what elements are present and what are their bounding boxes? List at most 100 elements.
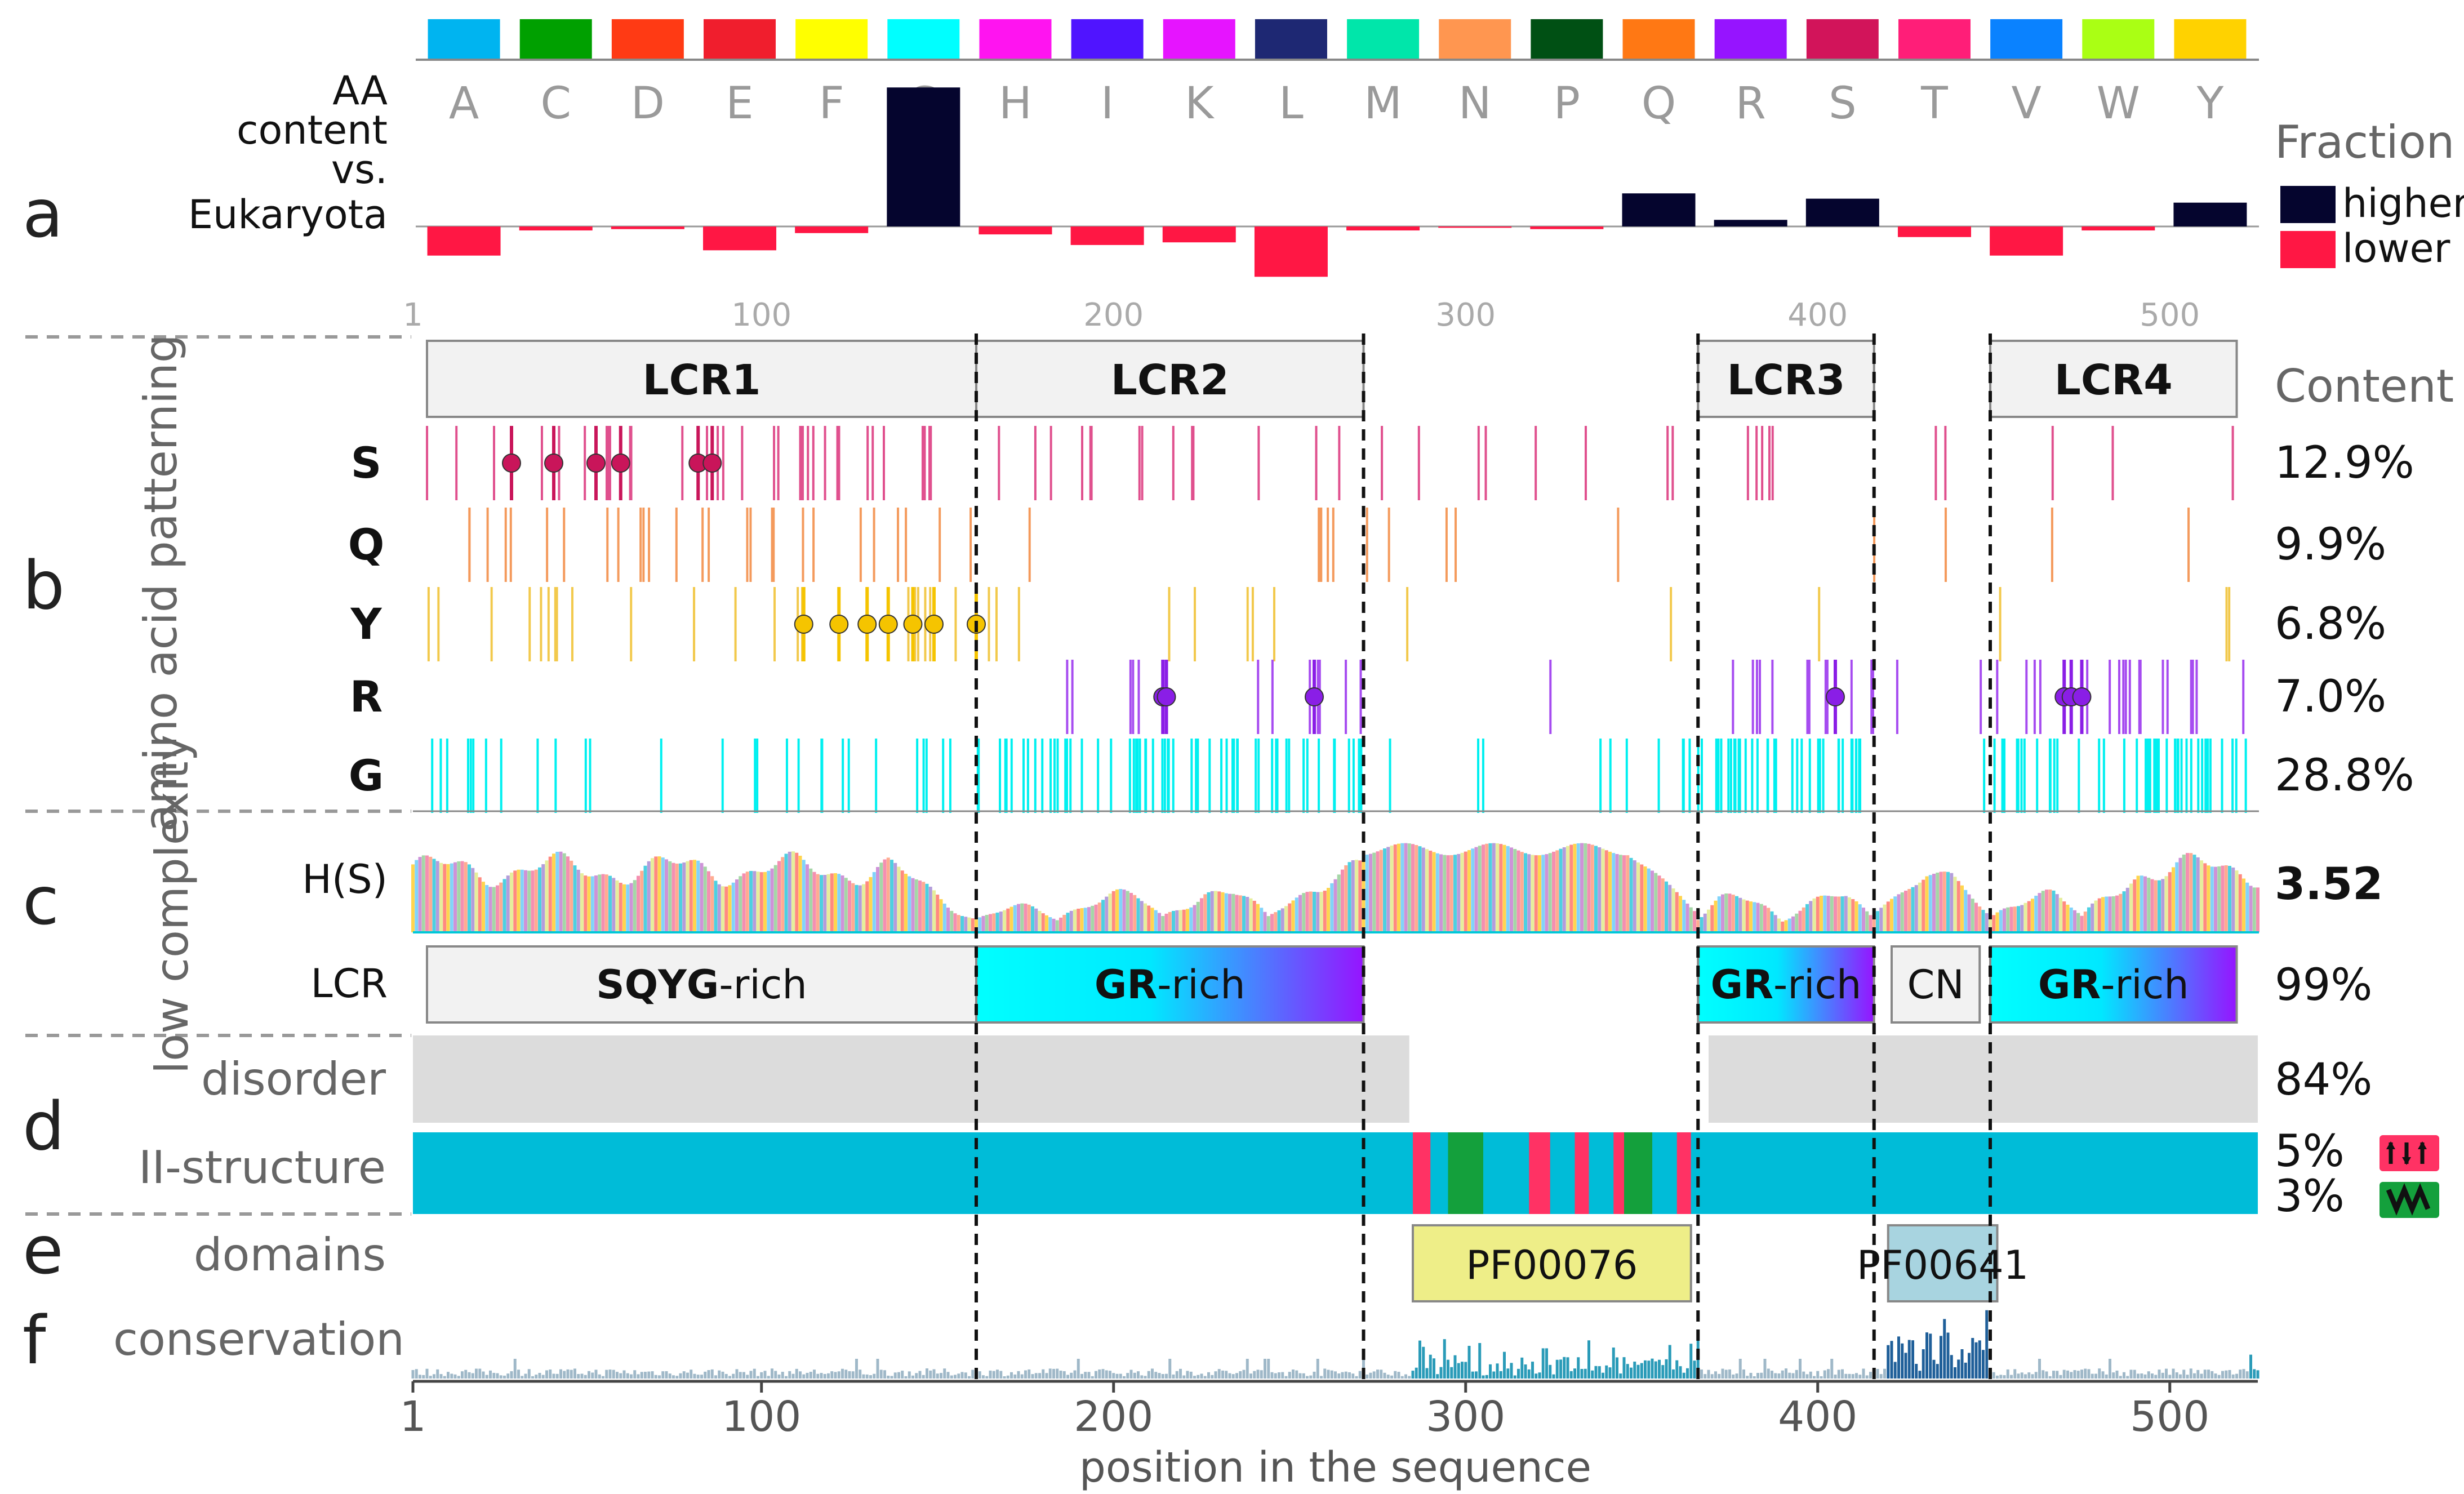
aa-letter: S [1829, 78, 1857, 129]
pattern-row-content: 7.0% [2275, 672, 2386, 722]
aa-content-label-line: Eukaryota [188, 192, 388, 238]
panel-d-letter: d [23, 1087, 65, 1165]
disorder-region [1709, 1035, 2258, 1123]
domain-label: PF00641 [1857, 1242, 2029, 1288]
top-axis-tick-label: 300 [1435, 297, 1496, 334]
lcr-box [975, 340, 1365, 418]
lcr-value: 99% [2275, 960, 2372, 1011]
strand-region [1529, 1132, 1550, 1214]
lcr-composition-box [1697, 945, 1875, 1024]
aa-letter: C [540, 78, 571, 129]
motif-marker [702, 453, 722, 473]
aa-color-swatch [1622, 19, 1695, 59]
motif-marker [1305, 687, 1324, 706]
aa-color-swatch [1898, 19, 1971, 59]
aa-letter: Q [1642, 78, 1676, 129]
aa-content-label-line: content [237, 107, 388, 153]
panel-b-aa-patterning: b amino acid patterning Content LCR1 LCR2 LCR… [23, 334, 2454, 832]
pattern-row-content: 9.9% [2275, 519, 2386, 570]
aa-color-swatch [1163, 19, 1235, 59]
aa-letter: L [1279, 78, 1304, 129]
aa-color-swatch [428, 19, 500, 59]
aa-fraction-bar [1990, 226, 2063, 256]
panel-c-side-label: low complexity [146, 735, 198, 1074]
helix-region [1448, 1132, 1483, 1214]
helix-value: 3% [2275, 1171, 2345, 1222]
lcr-composition-bold: SQYG [596, 962, 719, 1008]
aa-color-swatch [887, 19, 960, 59]
aa-color-swatch [979, 19, 1052, 59]
aa-letter: R [1736, 78, 1766, 129]
aa-letter: A [449, 78, 479, 129]
motif-marker [857, 615, 877, 634]
panel-a-aa-content: aAAcontentvs.EukaryotaACDEFGHIKLMNPQRSTV… [23, 19, 2464, 334]
aa-fraction-bar [427, 226, 501, 256]
lcr-box-label: LCR2 [1111, 356, 1229, 404]
domain-label: PF00076 [1466, 1242, 1638, 1288]
aa-content-label-line: vs. [331, 146, 388, 193]
panel-separators [25, 335, 411, 1216]
lcr-composition-rest: -rich [2101, 962, 2189, 1008]
lcr-composition-box [426, 945, 977, 1024]
aa-color-swatch [1255, 19, 1327, 59]
lcr-composition-label: GR-rich [1711, 962, 1862, 1008]
x-axis-label: position in the sequence [1079, 1443, 1591, 1492]
helix-region [1624, 1132, 1652, 1214]
panel-d-disorder-structure: d disorder 84% II-structure 5%3% [23, 1035, 2439, 1222]
aa-color-swatch [519, 19, 592, 59]
aa-color-swatch [1071, 19, 1144, 59]
aa-color-swatch [1531, 19, 1603, 59]
pattern-row-content: 28.8% [2275, 750, 2414, 801]
aa-letter: I [1101, 78, 1114, 129]
pattern-row-letter: Y [350, 599, 382, 649]
aa-fraction-bar [1530, 226, 1604, 229]
bottom-axis-tick-label: 100 [722, 1393, 801, 1441]
aa-fraction-bar [795, 226, 869, 233]
aa-fraction-bar [611, 226, 684, 229]
aa-letter: Y [2196, 78, 2224, 129]
lcr-label: LCR [310, 961, 388, 1007]
legend-label-lower: lower [2342, 225, 2450, 272]
top-axis-tick-label: 400 [1787, 297, 1848, 334]
aa-fraction-bar [1346, 226, 1420, 231]
motif-marker [502, 453, 521, 473]
legend-label-higher: higher [2342, 180, 2464, 226]
aa-letter: M [1364, 78, 1402, 129]
strand-icon-arrowhead [2386, 1141, 2395, 1149]
lcr-box-label: LCR3 [1727, 356, 1845, 404]
aa-fraction-bar [1162, 226, 1236, 243]
aa-fraction-bar [1897, 226, 1971, 237]
aa-fraction-bar [979, 226, 1052, 235]
motif-marker [878, 615, 898, 634]
aa-letter: K [1185, 78, 1215, 129]
aa-color-swatch [1439, 19, 1511, 59]
legend-swatch-higher [2280, 186, 2336, 223]
disorder-label: disorder [201, 1053, 386, 1105]
disorder-value: 84% [2275, 1055, 2372, 1105]
aa-letter: F [819, 78, 844, 129]
strand-icon-arrowhead [2402, 1157, 2411, 1165]
strand-icon [2380, 1135, 2439, 1171]
disorder-region [413, 1035, 1409, 1123]
structure-label: II-structure [139, 1141, 386, 1194]
aa-fraction-bar [2081, 226, 2155, 231]
domains-label: domains [194, 1229, 386, 1281]
aa-color-swatch [1806, 19, 1879, 59]
panel-e-domains: e domains PF00076 PF00641 [23, 1211, 2029, 1302]
panel-b-letter: b [23, 546, 65, 624]
region-boundary-lines [975, 334, 1992, 1379]
strand-value: 5% [2275, 1126, 2345, 1177]
top-axis-tick-label: 200 [1083, 297, 1144, 334]
lcr-composition-bold: GR [1711, 962, 1773, 1008]
panel-b-side-label: amino acid patterning [135, 334, 187, 832]
motif-marker [611, 453, 630, 473]
panel-e-letter: e [23, 1211, 64, 1289]
lcr-composition-label: GR-rich [1095, 962, 1246, 1008]
motif-marker [794, 615, 813, 634]
aa-letter: D [631, 78, 665, 129]
aa-color-swatch [1714, 19, 1787, 59]
aa-fraction-bar [1622, 193, 1696, 226]
aa-color-swatch [1347, 19, 1420, 59]
lcr-composition-rest: -rich [1157, 962, 1245, 1008]
